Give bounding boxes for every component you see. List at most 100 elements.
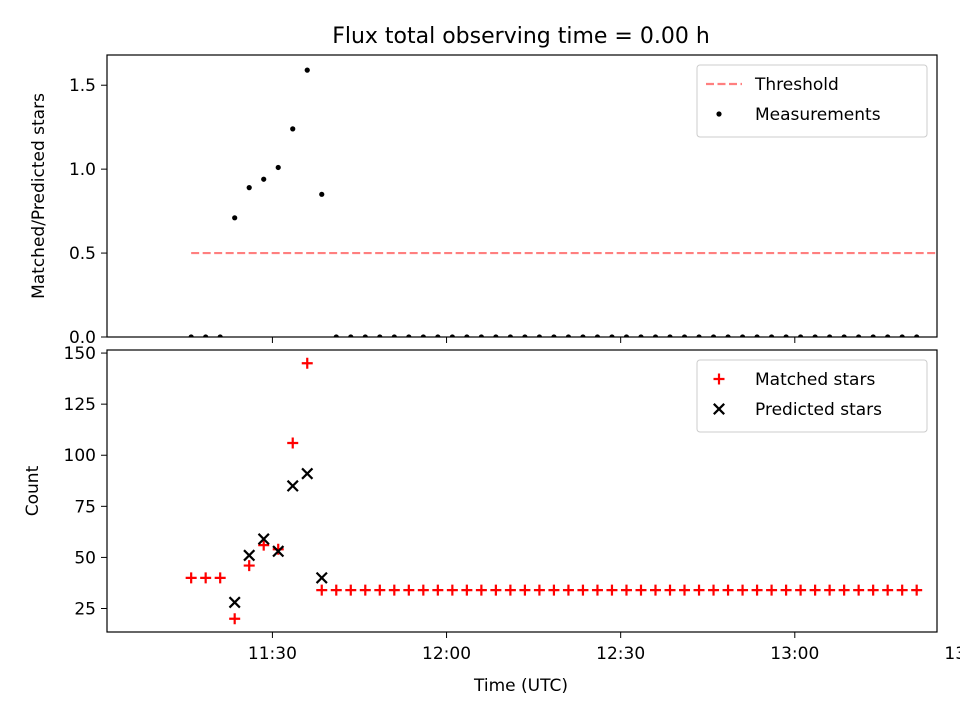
matched-star-point [562, 584, 574, 596]
measurement-point [304, 67, 310, 73]
matched-star-point [911, 584, 923, 596]
measurement-point [812, 334, 818, 337]
y-tick-label: 100 [64, 446, 96, 466]
axes-frame [106, 349, 938, 633]
series-measurements [188, 67, 951, 339]
predicted-star-point [257, 533, 270, 545]
x-tick-label: 12:00 [422, 644, 471, 664]
measurement-point [362, 334, 368, 337]
matched-star-point [432, 584, 444, 596]
measurement-point [885, 334, 891, 337]
measurement-point [377, 334, 383, 337]
matched-star-point [708, 584, 720, 596]
predicted-star-point [228, 596, 241, 609]
measurement-point [536, 334, 543, 337]
measurement-point [696, 334, 702, 337]
predicted-star-point [301, 467, 314, 480]
measurement-point [275, 164, 281, 171]
matched-star-point [722, 584, 734, 596]
measurement-point [609, 334, 615, 337]
measurement-point [856, 334, 862, 337]
matched-star-point [258, 539, 270, 551]
matched-star-point [214, 572, 226, 584]
matched-star-point [780, 584, 792, 596]
matched-star-point [301, 357, 313, 369]
measurement-point [899, 334, 905, 337]
measurement-point [522, 334, 528, 337]
measurement-point [841, 334, 847, 337]
predicted-star-point [243, 549, 256, 562]
measurement-point [319, 191, 325, 197]
measurement-point [290, 126, 296, 132]
y-tick-label: 0.0 [69, 328, 96, 348]
legend-swatch [713, 403, 725, 415]
matched-star-point [533, 584, 545, 596]
matched-star-point [374, 584, 386, 596]
x-tick-label: 13:30 [944, 644, 960, 664]
measurement-point [827, 334, 833, 337]
matched-star-point [548, 584, 560, 596]
measurement-point [798, 334, 804, 337]
y-tick-label: 75 [74, 497, 96, 517]
legend-label: Threshold [754, 75, 839, 95]
measurement-point [667, 334, 673, 337]
matched-star-point [809, 584, 821, 596]
measurement-point [623, 334, 630, 337]
legend-label: Matched stars [755, 370, 875, 390]
matched-star-point [446, 584, 458, 596]
y-tick-label: 125 [64, 395, 96, 415]
matched-star-point [664, 584, 676, 596]
measurement-point [420, 334, 426, 337]
measurement-point [551, 334, 557, 337]
series-predicted-stars [228, 467, 328, 609]
y-axis-title: Count [23, 465, 43, 516]
matched-star-point [795, 584, 807, 596]
measurement-point [946, 334, 951, 339]
matched-star-point [679, 584, 691, 596]
measurement-point [594, 334, 601, 337]
predicted-star-point [272, 545, 285, 558]
matched-star-point [388, 584, 400, 596]
y-tick-label: 150 [64, 344, 96, 364]
legend-box [696, 64, 928, 138]
legend-box [696, 359, 928, 433]
matched-star-point [693, 584, 705, 596]
measurement-point [203, 334, 209, 337]
legend-label: Predicted stars [755, 400, 882, 420]
measurement-point [725, 334, 731, 337]
ratio-panel: 0.0 0.5 1.0 1.5 Matched/Predicted stars Thres… [29, 54, 951, 348]
matched-star-point [475, 584, 487, 596]
legend: Threshold Measurements [696, 64, 928, 138]
measurement-point [681, 334, 688, 337]
matched-star-point [417, 584, 429, 596]
measurement-point [261, 176, 267, 182]
measurement-point [449, 334, 455, 337]
measurement-point [565, 334, 572, 337]
matched-star-point [345, 584, 357, 596]
legend-swatch [713, 373, 725, 385]
axes-frame [106, 54, 938, 338]
measurement-point [710, 334, 717, 337]
measurement-point [914, 334, 920, 337]
plot-area [185, 357, 923, 625]
matched-star-point [882, 584, 894, 596]
plot-area [188, 67, 951, 339]
measurement-point [391, 334, 397, 337]
matched-star-point [229, 613, 241, 625]
x-tick-label: 13:00 [770, 644, 819, 664]
y-tick-label: 25 [74, 600, 96, 620]
figure-title: Flux total observing time = 0.00 h [332, 24, 710, 49]
measurement-point [217, 334, 223, 337]
matched-star-point [403, 584, 415, 596]
matched-star-point [316, 584, 328, 596]
measurement-point [493, 334, 499, 337]
matched-star-point [504, 584, 516, 596]
y-tick-label: 1.0 [69, 160, 96, 180]
legend-label: Measurements [755, 105, 881, 125]
measurement-point [406, 334, 412, 337]
y-axis-title: Matched/Predicted stars [29, 93, 49, 299]
matched-star-point [591, 584, 603, 596]
measurement-point [652, 334, 659, 337]
legend: Matched stars Predicted stars [696, 359, 928, 433]
